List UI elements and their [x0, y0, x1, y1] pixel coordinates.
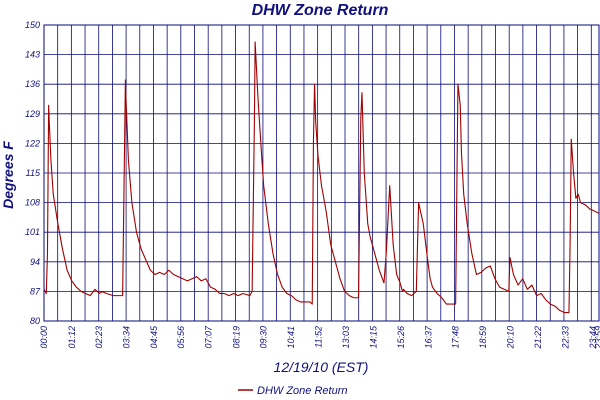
y-axis-ticks: 80 87 94 101 108 115 122 129 136 143 150: [25, 20, 41, 326]
x-tick-label: 11:52: [313, 326, 323, 348]
y-tick-label: 143: [25, 50, 40, 60]
x-tick-label: 22:33: [560, 326, 570, 350]
x-tick-label: 08:19: [231, 326, 241, 349]
y-axis-label: Degrees F: [0, 141, 16, 209]
x-tick-label: 23:59: [594, 326, 600, 350]
grid: [43, 24, 599, 322]
x-tick-label: 14:15: [369, 325, 379, 349]
x-tick-label: 04:45: [149, 325, 159, 349]
x-tick-label: 21:22: [533, 326, 543, 350]
x-tick-label: 20:10: [505, 326, 515, 350]
legend: DHW Zone Return: [238, 385, 347, 397]
legend-label: DHW Zone Return: [257, 385, 347, 397]
x-tick-label: 07:07: [204, 325, 214, 349]
x-tick-label: 13:03: [341, 326, 351, 349]
y-tick-label: 136: [25, 79, 40, 89]
y-tick-label: 129: [25, 109, 40, 119]
x-tick-label: 00:00: [39, 326, 49, 349]
x-tick-label: 10:41: [286, 326, 296, 349]
y-tick-label: 115: [26, 168, 41, 178]
x-axis-label: 12/19/10 (EST): [274, 359, 369, 375]
x-tick-label: 18:59: [478, 326, 488, 349]
y-tick-label: 101: [25, 227, 40, 237]
x-tick-label: 23:44: [588, 326, 598, 350]
chart-title: DHW Zone Return: [252, 2, 389, 19]
x-tick-label: 01:12: [67, 326, 77, 349]
x-tick-label: 17:48: [451, 326, 461, 349]
x-tick-label: 16:37: [423, 325, 433, 349]
series-line-dhw-zone-return: [43, 41, 599, 314]
y-tick-label: 87: [30, 286, 41, 296]
y-tick-label: 80: [30, 316, 40, 326]
x-axis-ticks: 00:00 01:12 02:23 03:34 04:45 05:56 07:07 08:19…: [39, 325, 600, 350]
y-tick-label: 150: [25, 20, 40, 30]
series-group: [43, 41, 599, 314]
x-tick-label: 05:56: [176, 326, 186, 349]
y-tick-label: 122: [25, 138, 40, 148]
x-tick-label: 03:34: [121, 326, 131, 349]
x-tick-label: 02:23: [94, 326, 104, 349]
y-tick-label: 94: [30, 257, 40, 267]
plot-frame: [43, 24, 600, 322]
x-tick-label: 09:30: [259, 326, 269, 349]
x-tick-label: 15:26: [396, 326, 406, 349]
y-tick-label: 108: [25, 198, 40, 208]
